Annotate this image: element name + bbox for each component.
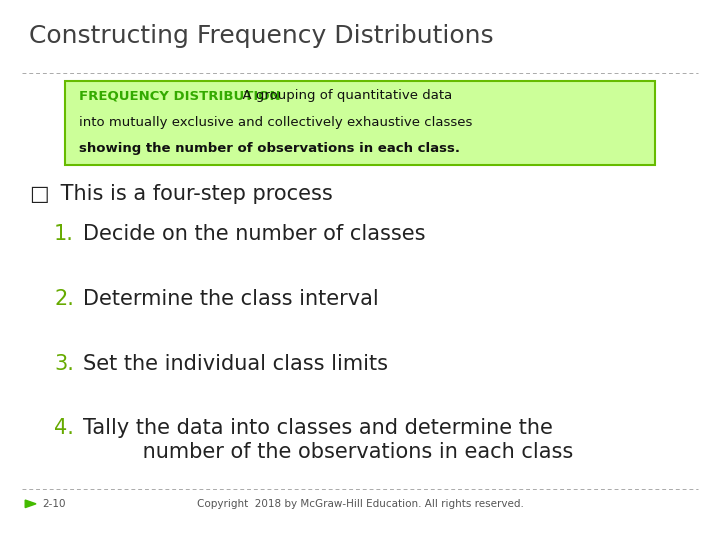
FancyBboxPatch shape bbox=[65, 81, 655, 165]
Text: □: □ bbox=[29, 184, 48, 204]
Text: showing the number of observations in each class.: showing the number of observations in ea… bbox=[79, 142, 460, 155]
Polygon shape bbox=[25, 500, 36, 508]
Text: Determine the class interval: Determine the class interval bbox=[83, 289, 379, 309]
Text: Constructing Frequency Distributions: Constructing Frequency Distributions bbox=[29, 24, 493, 48]
Text: Set the individual class limits: Set the individual class limits bbox=[83, 354, 388, 374]
Text: This is a four-step process: This is a four-step process bbox=[54, 184, 333, 204]
Text: FREQUENCY DISTRIBUTION: FREQUENCY DISTRIBUTION bbox=[79, 89, 281, 102]
Text: Decide on the number of classes: Decide on the number of classes bbox=[83, 224, 426, 244]
Text: 3.: 3. bbox=[54, 354, 74, 374]
Text: into mutually exclusive and collectively exhaustive classes: into mutually exclusive and collectively… bbox=[79, 116, 472, 129]
Text: Tally the data into classes and determine the
         number of the observation: Tally the data into classes and determin… bbox=[83, 418, 573, 462]
Text: 2-10: 2-10 bbox=[42, 499, 66, 509]
Text: 4.: 4. bbox=[54, 418, 74, 438]
Text: 1.: 1. bbox=[54, 224, 74, 244]
Text: 2.: 2. bbox=[54, 289, 74, 309]
Text: Copyright  2018 by McGraw-Hill Education. All rights reserved.: Copyright 2018 by McGraw-Hill Education.… bbox=[197, 499, 523, 509]
Text: A grouping of quantitative data: A grouping of quantitative data bbox=[234, 89, 452, 102]
